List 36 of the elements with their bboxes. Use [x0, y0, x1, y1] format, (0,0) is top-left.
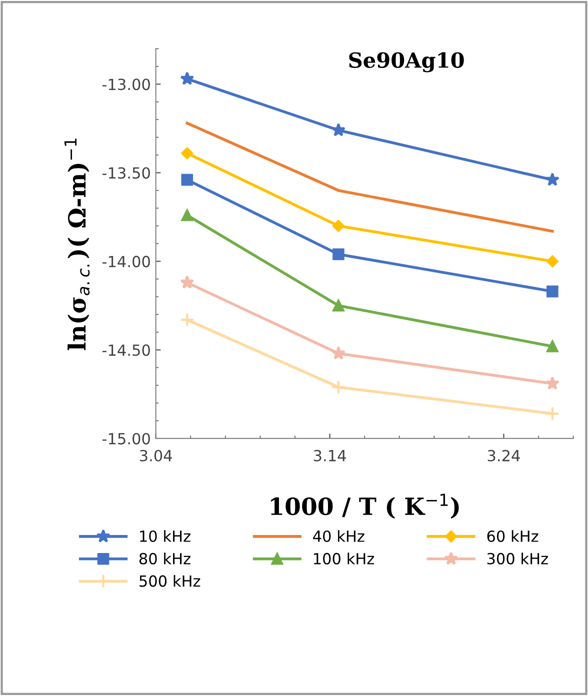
legend-label: 100 kHz	[314, 552, 374, 564]
x-tick-label: 3.14	[314, 450, 346, 462]
y-tick-label: -13.50	[102, 167, 150, 179]
point	[545, 376, 560, 390]
legend-label: 40 kHz	[313, 530, 364, 542]
y-tick-label: -13.00	[102, 78, 150, 90]
y-tick-label: -14.00	[102, 256, 150, 268]
y-tick-label: -15.00	[102, 432, 150, 444]
y-tick-label: -14.50	[102, 344, 150, 356]
point	[545, 172, 560, 186]
x-axis-title: 1000 / T ( K$^{−1}$)	[270, 494, 459, 519]
point	[332, 248, 344, 260]
point	[181, 147, 194, 160]
point	[545, 406, 560, 421]
point	[332, 220, 344, 232]
point	[181, 209, 194, 222]
point	[180, 275, 194, 289]
legend-label: 60 kHz	[487, 530, 538, 542]
point	[332, 300, 344, 312]
legend-label: 500 kHz	[140, 575, 200, 587]
point	[180, 312, 194, 328]
point	[546, 255, 558, 268]
x-tick-label: 3.24	[488, 450, 520, 462]
point	[331, 346, 346, 360]
y-axis-title: ln(σ$_{a.c.}$)( Ω-m)$^{−1}$	[64, 138, 90, 350]
chart-title: Se90Ag10	[349, 52, 464, 72]
point	[181, 174, 194, 186]
point	[546, 286, 558, 298]
point	[331, 380, 346, 394]
legend-label: 300 kHz	[487, 552, 548, 564]
point	[180, 72, 194, 85]
point	[331, 122, 346, 136]
x-tick-label: 3.04	[140, 450, 172, 462]
legend-label: 80 kHz	[139, 552, 190, 564]
legend-label: 10 kHz	[140, 530, 190, 542]
point	[546, 340, 558, 352]
